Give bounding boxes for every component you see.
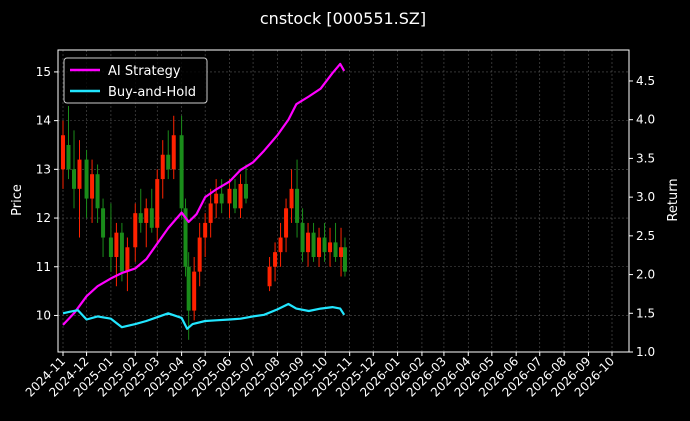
candle-body — [267, 266, 272, 287]
candle-body — [114, 232, 119, 258]
y-tick-label-left: 11 — [36, 260, 51, 274]
candle-body — [284, 208, 289, 238]
candle-body — [342, 247, 347, 272]
candle-body — [77, 159, 82, 189]
candle-body — [90, 174, 95, 199]
candle-body — [339, 247, 344, 258]
date-axis: 2024-112024-122025-012025-022025-032025-… — [23, 352, 617, 400]
legend-label-ai-strategy: AI Strategy — [108, 64, 181, 79]
candle-body — [95, 174, 100, 209]
return-axis: 1.0 1.5 2.0 2.5 3.0 3.5 4.0 4.5 — [629, 74, 655, 359]
y-tick-label-right: 1.0 — [636, 345, 655, 359]
candle-body — [238, 183, 243, 209]
candle-body — [233, 188, 238, 209]
y-tick-label-right: 1.5 — [636, 306, 655, 320]
candle-body — [192, 271, 197, 311]
candle-body — [171, 135, 176, 170]
y-tick-label-left: 10 — [36, 308, 51, 322]
candle-body — [214, 193, 219, 204]
candle-body — [317, 237, 322, 258]
y-tick-label-right: 2.0 — [636, 268, 655, 282]
candle-body — [66, 144, 71, 170]
candle-body — [295, 188, 300, 223]
candle-body — [244, 183, 248, 199]
candle-body — [278, 237, 283, 253]
y-axis-label-right: Return — [666, 178, 681, 221]
candle-body — [203, 222, 208, 238]
candle-body — [119, 232, 124, 272]
y-tick-label-right: 3.5 — [636, 151, 655, 165]
candle-body — [108, 237, 113, 258]
candle-body — [179, 135, 184, 209]
candle-body — [208, 203, 213, 223]
y-tick-label-left: 15 — [36, 65, 51, 79]
candle-body — [273, 252, 278, 267]
candle-body — [160, 154, 165, 180]
return-series — [62, 62, 346, 330]
price-axis: 10 11 12 13 14 15 — [36, 65, 58, 322]
candle-body — [219, 193, 224, 204]
candle-body — [322, 237, 327, 253]
candle-body — [138, 213, 143, 223]
candle-body — [84, 159, 89, 199]
candle-body — [155, 179, 160, 228]
chart-title: cnstock [000551.SZ] — [260, 9, 426, 28]
price-candles — [61, 106, 347, 340]
candle-body — [144, 208, 149, 223]
y-tick-label-left: 12 — [36, 211, 51, 225]
candle-body — [311, 232, 316, 258]
candle-body — [101, 208, 106, 238]
buy-and-hold-line — [62, 302, 346, 330]
legend: AI Strategy Buy-and-Hold — [63, 57, 208, 104]
candle-body — [133, 213, 138, 248]
y-axis-label-left: Price — [10, 184, 25, 216]
candle-body — [289, 188, 294, 209]
candle-body — [61, 135, 65, 170]
legend-label-buy-and-hold: Buy-and-Hold — [108, 85, 196, 100]
candle-body — [125, 247, 130, 272]
candle-body — [186, 266, 191, 311]
y-tick-label-left: 14 — [36, 114, 51, 128]
ai-strategy-line — [62, 62, 346, 326]
candle-body — [328, 242, 333, 253]
candle-body — [197, 237, 202, 272]
candle-body — [333, 242, 338, 258]
y-tick-label-right: 4.5 — [636, 74, 655, 88]
candle-body — [166, 154, 171, 170]
candle-body — [183, 208, 188, 267]
y-tick-label-right: 4.0 — [636, 113, 655, 127]
candle-body — [71, 169, 76, 189]
candle-body — [306, 232, 311, 253]
y-tick-label-right: 3.0 — [636, 190, 655, 204]
y-tick-label-left: 13 — [36, 162, 51, 176]
plot-frame — [57, 49, 630, 353]
candle-body — [149, 208, 154, 228]
candle-body — [227, 188, 232, 204]
candle-body — [300, 222, 305, 253]
y-tick-label-right: 2.5 — [636, 229, 655, 243]
